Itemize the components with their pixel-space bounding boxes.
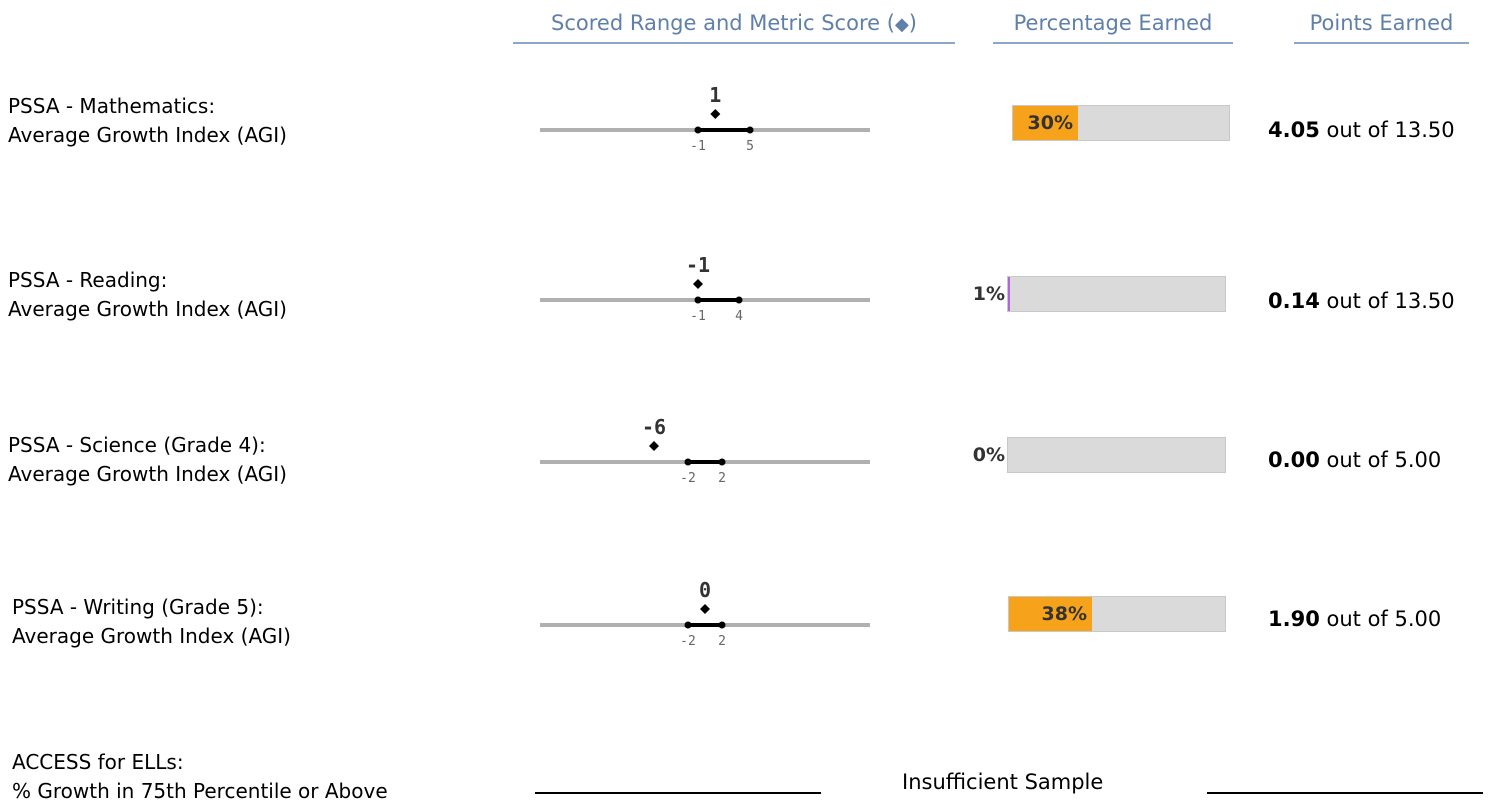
diamond-icon: ◆ <box>894 14 909 35</box>
access-status: Insufficient Sample <box>902 770 1104 794</box>
range-min-endpoint <box>684 458 692 466</box>
header-percentage-earned: Percentage Earned <box>993 8 1233 44</box>
points-earned-value: 0.14 <box>1268 289 1320 313</box>
points-max: 5.00 <box>1394 448 1442 472</box>
range-max-endpoint <box>735 296 743 304</box>
metric-score-label: -6 <box>642 415 666 439</box>
metric-score-diamond <box>649 441 659 451</box>
range-min-endpoint <box>694 126 702 134</box>
range-max-endpoint <box>718 621 726 629</box>
range-max-endpoint <box>718 458 726 466</box>
percentage-label: 30% <box>1027 112 1073 134</box>
points-earned: 1.90 out of 5.00 <box>1268 604 1441 634</box>
range-min-label: -2 <box>680 471 696 486</box>
access-metric-line1: ACCESS for ELLs: <box>12 750 184 774</box>
range-max-label: 5 <box>746 139 754 154</box>
points-max: 5.00 <box>1394 607 1442 631</box>
range-chart: -2 2 0 <box>540 578 870 649</box>
range-min-label: -1 <box>690 309 706 324</box>
percentage-bar <box>1008 596 1226 632</box>
header-percentage-earned-label: Percentage Earned <box>1013 11 1213 35</box>
range-max-endpoint <box>746 126 754 134</box>
percentage-bar <box>1007 437 1226 473</box>
points-earned: 0.14 out of 13.50 <box>1268 286 1455 316</box>
range-min-label: -1 <box>690 139 706 154</box>
access-metric-line2: % Growth in 75th Percentile or Above <box>12 779 388 803</box>
metric-score-label: 1 <box>709 83 721 107</box>
range-chart: -2 2 -6 <box>540 415 870 486</box>
metric-label-line2: Average Growth Index (AGI) <box>12 624 291 648</box>
points-out-of: out of <box>1319 118 1395 142</box>
percentage-label: 1% <box>972 283 1005 305</box>
header-scored-range: Scored Range and Metric Score (◆) <box>513 8 955 44</box>
metric-label-line2: Average Growth Index (AGI) <box>8 462 287 486</box>
percentage-bar <box>1007 276 1226 312</box>
header-scored-range-label: Scored Range and Metric Score <box>551 11 881 35</box>
metric-label-line2: Average Growth Index (AGI) <box>8 123 287 147</box>
percentage-bar-fill <box>1008 277 1010 311</box>
range-max-label: 2 <box>718 634 726 649</box>
metric-label-line1: PSSA - Reading: <box>8 268 168 292</box>
range-min-endpoint <box>684 621 692 629</box>
range-max-label: 4 <box>735 309 743 324</box>
points-earned-value: 0.00 <box>1268 448 1320 472</box>
range-max-label: 2 <box>718 471 726 486</box>
points-out-of: out of <box>1319 607 1395 631</box>
metric-label-line2: Average Growth Index (AGI) <box>8 297 287 321</box>
points-earned-value: 4.05 <box>1268 118 1320 142</box>
points-earned: 0.00 out of 5.00 <box>1268 445 1441 475</box>
access-left-line <box>535 792 821 794</box>
range-min-endpoint <box>694 296 702 304</box>
access-metric-label: ACCESS for ELLs: % Growth in 75th Percen… <box>12 748 388 806</box>
metric-score-label: -1 <box>686 253 710 277</box>
header-points-earned: Points Earned <box>1294 8 1469 44</box>
metric-label-line1: PSSA - Science (Grade 4): <box>8 433 266 457</box>
metric-score-diamond <box>693 279 703 289</box>
metric-score-diamond <box>700 604 710 614</box>
percentage-bar <box>1012 105 1230 141</box>
percentage-bar-fill <box>1009 597 1092 631</box>
metric-label: PSSA - Science (Grade 4): Average Growth … <box>8 431 287 489</box>
points-earned: 4.05 out of 13.50 <box>1268 115 1455 145</box>
percentage-label: 38% <box>1041 603 1087 625</box>
metric-label: PSSA - Mathematics: Average Growth Index … <box>8 92 287 150</box>
points-earned-value: 1.90 <box>1268 607 1320 631</box>
metric-label: PSSA - Reading: Average Growth Index (AGI… <box>8 266 287 324</box>
percentage-bar-fill <box>1013 106 1078 140</box>
metric-label: PSSA - Writing (Grade 5): Average Growth … <box>12 593 291 651</box>
points-out-of: out of <box>1319 289 1395 313</box>
metric-score-label: 0 <box>699 578 711 602</box>
header-scored-range-paren-open: ( <box>886 11 895 35</box>
range-chart: -1 4 -1 <box>540 253 870 324</box>
range-min-label: -2 <box>680 634 696 649</box>
metric-score-diamond <box>710 109 721 119</box>
metric-label-line1: PSSA - Writing (Grade 5): <box>12 595 264 619</box>
percentage-label: 0% <box>972 444 1005 466</box>
header-points-earned-label: Points Earned <box>1309 11 1454 35</box>
points-out-of: out of <box>1319 448 1395 472</box>
metric-label-line1: PSSA - Mathematics: <box>8 94 216 118</box>
access-right-line <box>1207 792 1483 794</box>
points-max: 13.50 <box>1394 118 1455 142</box>
range-chart: -1 5 1 <box>540 83 870 154</box>
header-scored-range-paren-close: ) <box>908 11 917 35</box>
points-max: 13.50 <box>1394 289 1455 313</box>
